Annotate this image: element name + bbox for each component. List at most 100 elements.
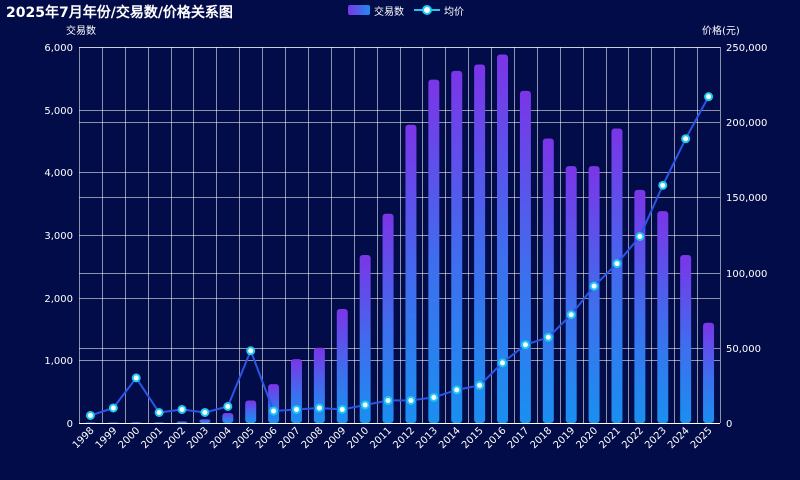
price-point-2013: [429, 392, 439, 402]
y-left-tick-label: 5,000: [44, 106, 73, 117]
legend-label-line: 均价: [444, 6, 464, 18]
x-tick-label: 2011: [368, 425, 394, 451]
price-point-2003: [200, 407, 210, 417]
price-line: [90, 96, 710, 417]
y-left-tick-label: 0: [67, 419, 73, 430]
bar-2000: [130, 422, 142, 423]
price-point-2016: [498, 358, 508, 368]
price-point-2004: [223, 401, 233, 411]
price-point-2009: [337, 404, 347, 414]
price-point-2008: [314, 403, 324, 413]
bar-2010: [359, 255, 371, 423]
grid: [79, 47, 721, 424]
bar-1998: [84, 422, 96, 423]
price-point-2011: [383, 395, 393, 405]
price-point-2001: [154, 407, 164, 417]
price-point-2018: [543, 332, 553, 342]
x-tick-label: 2000: [117, 425, 143, 451]
price-point-2023: [658, 180, 668, 190]
bar-2022: [634, 189, 646, 423]
x-tick-label: 2009: [323, 425, 349, 451]
bar-2004: [222, 412, 234, 423]
x-tick-label: 2006: [254, 425, 280, 451]
x-tick-label: 2008: [300, 425, 326, 451]
bar-2019: [565, 166, 577, 424]
bar-2005: [245, 400, 257, 423]
y-right-tick-label: 100,000: [726, 269, 767, 280]
y-left-tick-label: 4,000: [44, 168, 73, 179]
bar-2017: [519, 90, 531, 423]
bar-2002: [176, 421, 188, 423]
price-point-2000: [131, 373, 141, 383]
y-axis-left-label: 交易数: [66, 24, 96, 37]
price-point-2024: [681, 134, 691, 144]
price-point-2007: [291, 404, 301, 414]
x-tick-label: 2018: [529, 425, 555, 451]
y-left-tick-label: 6,000: [44, 43, 73, 54]
bar-2012: [405, 124, 417, 423]
line-series: [85, 92, 714, 420]
x-tick-label: 2023: [643, 425, 669, 451]
bar-2015: [474, 64, 486, 424]
price-point-2014: [452, 385, 462, 395]
x-tick-label: 2014: [437, 425, 463, 451]
price-point-1999: [108, 403, 118, 413]
y-right-tick-label: 150,000: [726, 193, 767, 204]
price-point-2019: [566, 310, 576, 320]
legend-bar-swatch: [348, 5, 370, 15]
y-right-tick-label: 50,000: [726, 344, 761, 355]
y-right-tick-label: 200,000: [726, 118, 767, 129]
x-tick-label: 2016: [483, 425, 509, 451]
x-tick-label: 2004: [208, 425, 234, 451]
legend-item-bar[interactable]: 交易数: [348, 3, 404, 18]
bar-2016: [497, 54, 509, 424]
legend-item-line[interactable]: 均价: [414, 3, 464, 18]
y-right-tick-label: 0: [726, 419, 732, 430]
chart-title: 2025年7月年份/交易数/价格关系图: [6, 5, 233, 21]
y-left-tick-label: 2,000: [44, 294, 73, 305]
x-tick-label: 2024: [666, 425, 692, 451]
price-point-2002: [177, 404, 187, 414]
price-point-2005: [246, 346, 256, 356]
bar-2025: [703, 322, 715, 423]
x-tick-label: 2003: [185, 425, 211, 451]
bar-1999: [107, 422, 119, 423]
chart-legend: 交易数 均价: [348, 2, 474, 18]
price-point-2015: [475, 380, 485, 390]
x-tick-label: 2021: [597, 425, 623, 451]
price-point-2017: [520, 340, 530, 350]
x-tick-label: 2010: [346, 425, 372, 451]
price-point-2022: [635, 232, 645, 242]
bar-2011: [382, 213, 394, 423]
bar-2009: [336, 308, 348, 423]
bar-2023: [657, 211, 669, 423]
price-point-2025: [704, 92, 714, 102]
legend-line-swatch: [414, 5, 440, 15]
x-tick-label: 2005: [231, 425, 257, 451]
x-tick-label: 2013: [414, 425, 440, 451]
x-tick-label: 1999: [94, 425, 120, 451]
price-point-2010: [360, 400, 370, 410]
bar-2013: [428, 79, 440, 423]
price-point-2006: [269, 406, 279, 416]
x-tick-label: 2001: [139, 425, 165, 451]
bar-2024: [680, 255, 692, 423]
y-right-tick-label: 250,000: [726, 43, 767, 54]
x-tick-label: 2022: [620, 425, 646, 451]
y-left-tick-label: 3,000: [44, 231, 73, 242]
bar-2003: [199, 419, 211, 423]
x-tick-label: 2012: [391, 425, 417, 451]
bar-2020: [588, 166, 600, 424]
x-tick-label: 2015: [460, 425, 486, 451]
bar-2018: [542, 138, 554, 423]
y-left-tick-label: 1,000: [44, 356, 73, 367]
x-tick-label: 2019: [552, 425, 578, 451]
x-tick-label: 2025: [689, 425, 715, 451]
x-tick-label: 2002: [162, 425, 188, 451]
price-point-2020: [589, 281, 599, 291]
x-tick-label: 2020: [574, 425, 600, 451]
x-tick-label: 1998: [71, 425, 97, 451]
y-axis-right-label: 价格(元): [702, 24, 740, 37]
